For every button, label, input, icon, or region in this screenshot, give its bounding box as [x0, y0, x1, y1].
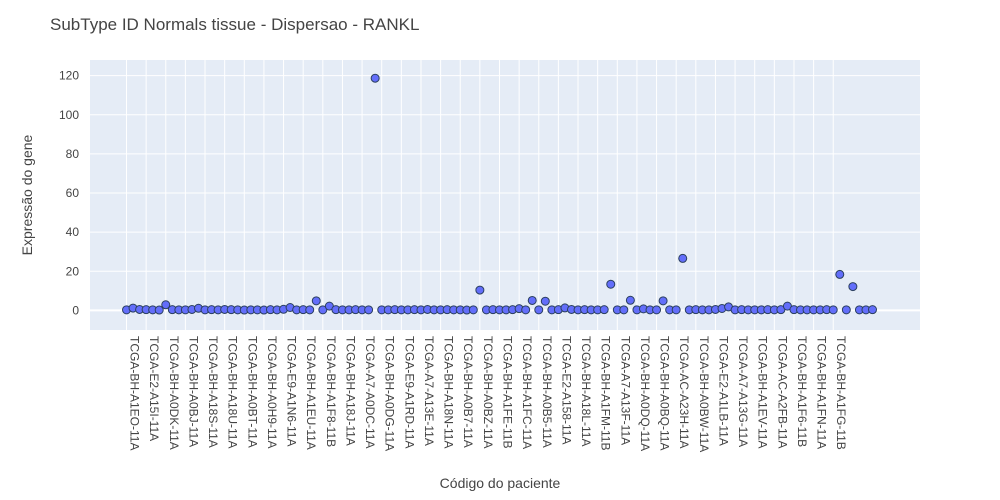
- x-tick-label: TCGA-BH-A1FM-11B: [599, 336, 613, 450]
- data-point[interactable]: [599, 305, 609, 315]
- data-point[interactable]: [671, 305, 681, 315]
- y-tick-label: 20: [66, 264, 80, 278]
- y-tick-label: 0: [72, 303, 79, 317]
- y-tick-label: 120: [59, 69, 79, 83]
- data-point[interactable]: [364, 305, 374, 315]
- x-tick-label: TCGA-BH-A0BJ-11A: [186, 336, 200, 447]
- x-tick-label: TCGA-BH-A1EV-11A: [756, 336, 770, 448]
- x-tick-label: TCGA-BH-A0BQ-11A: [658, 336, 672, 450]
- x-tick-label: TCGA-BH-A1FC-11A: [520, 336, 534, 449]
- x-tick-label: TCGA-E2-A158-11A: [559, 336, 573, 445]
- x-tick-label: TCGA-A7-A13G-11A: [736, 336, 750, 447]
- x-tick-label: TCGA-BH-A18S-11A: [206, 336, 220, 448]
- data-point[interactable]: [527, 295, 537, 305]
- data-point[interactable]: [475, 285, 485, 295]
- x-tick-label: TCGA-A7-A13E-11A: [422, 336, 436, 446]
- data-point[interactable]: [305, 305, 315, 315]
- data-point[interactable]: [318, 305, 328, 315]
- chart-title: SubType ID Normals tissue - Dispersao - …: [50, 15, 419, 34]
- data-point[interactable]: [841, 305, 851, 315]
- x-tick-label: TCGA-BH-A18J-11A: [343, 336, 357, 446]
- x-tick-label: TCGA-E9-A1N6-11A: [285, 336, 299, 446]
- x-tick-label: TCGA-BH-A0BW-11A: [697, 336, 711, 452]
- x-tick-label: TCGA-BH-A18U-11A: [226, 336, 240, 448]
- data-points: [122, 73, 877, 315]
- x-tick-label: TCGA-BH-A0DG-11A: [383, 336, 397, 451]
- data-point[interactable]: [161, 300, 171, 310]
- x-tick-label: TCGA-BH-A1EU-11A: [304, 336, 318, 450]
- x-tick-label: TCGA-AC-A23H-11A: [677, 336, 691, 448]
- data-point[interactable]: [619, 305, 629, 315]
- x-tick-label: TCGA-BH-A1F8-11B: [324, 336, 338, 447]
- x-tick-label: TCGA-BH-A0B5-11A: [540, 336, 554, 448]
- data-point[interactable]: [154, 305, 164, 315]
- y-tick-label: 80: [66, 147, 80, 161]
- x-tick-label: TCGA-BH-A1FG-11B: [834, 336, 848, 450]
- data-point[interactable]: [311, 296, 321, 306]
- gridlines: [90, 60, 920, 330]
- x-tick-label: TCGA-BH-A1FE-11B: [501, 336, 515, 448]
- y-axis-title: Expressão do gene: [19, 134, 35, 255]
- x-tick-label: TCGA-BH-A18L-11A: [579, 336, 593, 446]
- x-axis-ticks: TCGA-BH-A1EO-11A TCGA-E2-A15I-11A TCGA-BH-…: [128, 336, 849, 452]
- x-tick-label: TCGA-BH-A0BT-11A: [245, 336, 259, 448]
- data-point[interactable]: [835, 269, 845, 279]
- x-tick-label: TCGA-AC-A2FB-11A: [775, 336, 789, 448]
- plot-area: [90, 60, 920, 330]
- y-tick-label: 60: [66, 186, 80, 200]
- data-point[interactable]: [828, 305, 838, 315]
- data-point[interactable]: [652, 305, 662, 315]
- x-axis-title: Código do paciente: [440, 475, 561, 491]
- x-tick-label: TCGA-BH-A1EO-11A: [128, 336, 142, 450]
- data-point[interactable]: [370, 73, 380, 83]
- x-tick-label: TCGA-E9-A1RD-11A: [402, 336, 416, 448]
- data-point[interactable]: [468, 305, 478, 315]
- x-tick-label: TCGA-BH-A1F6-11B: [795, 336, 809, 447]
- x-tick-label: TCGA-E2-A15I-11A: [147, 336, 161, 441]
- y-axis-ticks: 0 20 40 60 80 100 120: [59, 69, 79, 318]
- x-tick-label: TCGA-BH-A18N-11A: [442, 336, 456, 448]
- x-tick-label: TCGA-BH-A0B7-11A: [461, 336, 475, 448]
- x-tick-label: TCGA-BH-A0DQ-11A: [638, 336, 652, 451]
- x-tick-label: TCGA-E2-A1LB-11A: [716, 336, 730, 446]
- x-tick-label: TCGA-A7-A13F-11A: [618, 336, 632, 445]
- data-point[interactable]: [848, 282, 858, 292]
- x-tick-label: TCGA-BH-A1FN-11A: [815, 336, 829, 449]
- data-point[interactable]: [540, 296, 550, 306]
- data-point[interactable]: [521, 305, 531, 315]
- data-point[interactable]: [534, 305, 544, 315]
- y-tick-label: 100: [59, 108, 79, 122]
- data-point[interactable]: [606, 279, 616, 289]
- x-tick-label: TCGA-BH-A0DK-11A: [167, 336, 181, 450]
- x-tick-label: TCGA-A7-A0DC-11A: [363, 336, 377, 448]
- data-point[interactable]: [868, 305, 877, 315]
- y-tick-label: 40: [66, 225, 80, 239]
- data-point[interactable]: [658, 296, 668, 306]
- data-point[interactable]: [678, 253, 688, 263]
- data-point[interactable]: [625, 295, 635, 305]
- x-tick-label: TCGA-BH-A0BZ-11A: [481, 336, 495, 448]
- x-tick-label: TCGA-BH-A0H9-11A: [265, 336, 279, 448]
